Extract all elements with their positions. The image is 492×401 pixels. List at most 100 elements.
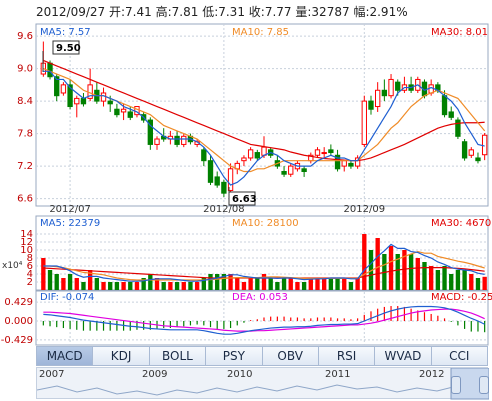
- volume-bar: [462, 270, 467, 290]
- volume-bar: [362, 234, 367, 290]
- candle-body: [60, 84, 67, 94]
- volume-bar: [455, 270, 461, 290]
- candle-body: [227, 168, 234, 191]
- candle-body: [354, 157, 361, 167]
- tab-macd[interactable]: MACD: [36, 346, 93, 366]
- volume-ma5-line: [43, 243, 485, 282]
- macd-dif-label: DIF: -0.074: [40, 292, 94, 303]
- high-marker-box: [52, 40, 80, 55]
- candle-body: [348, 162, 354, 167]
- volume-y-tick: 6: [27, 261, 33, 272]
- candle-body: [455, 119, 461, 137]
- candle-body: [47, 62, 53, 78]
- panel-frame: [35, 23, 489, 207]
- candle-body: [174, 135, 180, 145]
- volume-bar: [47, 270, 53, 290]
- candle-body: [374, 89, 381, 108]
- low-marker-text: 6.63: [232, 194, 257, 205]
- volume-bar: [161, 282, 166, 290]
- volume-bar: [74, 278, 79, 290]
- volume-bar: [154, 278, 160, 290]
- volume-bar: [435, 270, 441, 290]
- candle-body: [120, 108, 127, 113]
- volume-bar: [415, 258, 420, 290]
- candle-body: [201, 149, 207, 162]
- nav-year-2012: 2012: [419, 369, 445, 380]
- nav-year-2007: 2007: [39, 369, 65, 380]
- open-label: 开:: [109, 5, 126, 19]
- volume-bar: [81, 282, 86, 290]
- price-grid: 9.6 9.0 8.4 7.8 7.2 6.6 2012/07 2012/08 2012/09: [17, 24, 488, 345]
- price-ma5-line: [43, 70, 485, 186]
- nav-year-2009: 2009: [142, 369, 168, 380]
- price-ma30-label: MA30: 8.01: [431, 27, 488, 38]
- candle-body: [214, 176, 220, 186]
- candle-body: [67, 84, 73, 108]
- volume-bar: [87, 270, 93, 290]
- candle-body: [481, 134, 488, 156]
- candle-body: [461, 141, 468, 159]
- candle-body: [301, 168, 307, 173]
- candle-body: [247, 149, 254, 159]
- volume-bar: [482, 276, 487, 290]
- macd-histogram: [42, 306, 486, 333]
- candle-body: [100, 92, 107, 102]
- nav-year-2010: 2010: [227, 369, 253, 380]
- candle-body: [127, 111, 133, 118]
- volume-bars: [41, 234, 487, 290]
- volume-y-tick: 12: [20, 237, 33, 248]
- volume-bar: [395, 254, 400, 290]
- candle-body: [368, 100, 374, 110]
- volume-bar: [248, 278, 253, 290]
- volume-bar: [388, 246, 394, 290]
- volume-bar: [335, 278, 340, 290]
- volume-bar: [41, 258, 46, 290]
- macd-y-tick: 0.429: [4, 297, 33, 308]
- price-moving-averages: [43, 59, 486, 186]
- volume-y-tick: 10: [20, 245, 33, 256]
- tab-wvad[interactable]: WVAD: [374, 346, 431, 366]
- high-label: 高:: [155, 5, 172, 19]
- low-label: 低:: [202, 5, 219, 19]
- volume-ma10-label: MA10: 28100: [232, 218, 299, 229]
- candle-body: [468, 149, 474, 156]
- volume-bar: [288, 278, 293, 290]
- price-y-tick: 7.2: [17, 161, 33, 172]
- tab-rsi[interactable]: RSI: [317, 346, 375, 366]
- navigator-left-handle[interactable]: [451, 376, 461, 394]
- chart-labels: MA5: 7.57 MA10: 7.85 MA30: 8.01 MA5: 223…: [2, 27, 492, 303]
- price-ma10-label: MA10: 7.85: [232, 27, 289, 38]
- volume-bar: [201, 278, 206, 290]
- macd-dea-line: [43, 308, 485, 332]
- volume-bar: [54, 274, 59, 290]
- timeline-navigator[interactable]: 2007 2009 2010 2011 2012: [36, 367, 489, 400]
- volume-y-tick: 14: [20, 229, 33, 240]
- volume-bar: [428, 266, 434, 290]
- volume-bar: [134, 282, 140, 290]
- tab-boll[interactable]: BOLL: [148, 346, 206, 366]
- volume-bar: [255, 278, 260, 290]
- change-value: 2.91%: [369, 5, 408, 19]
- tab-psy[interactable]: PSY: [205, 346, 262, 366]
- candle-body: [54, 76, 60, 97]
- candle-body: [381, 89, 388, 97]
- candle-body: [321, 152, 327, 155]
- navigator-right-handle[interactable]: [479, 376, 489, 394]
- volume-bar: [181, 282, 186, 290]
- candle-body: [107, 100, 113, 105]
- volume-bar: [141, 278, 146, 290]
- candle-body: [241, 157, 247, 162]
- tab-obv[interactable]: OBV: [261, 346, 318, 366]
- candle-body: [114, 108, 120, 116]
- volume-bar: [208, 274, 213, 290]
- date-x-label: 2012/09: [344, 204, 386, 215]
- candle-body: [334, 154, 341, 170]
- tab-cci[interactable]: CCI: [430, 346, 488, 366]
- volume-bar: [408, 254, 414, 290]
- navigator-history-line: [37, 368, 489, 400]
- candle-body: [147, 119, 154, 145]
- volume-bar: [308, 278, 313, 290]
- price-y-tick: 6.6: [17, 194, 33, 205]
- tab-kdj[interactable]: KDJ: [92, 346, 149, 366]
